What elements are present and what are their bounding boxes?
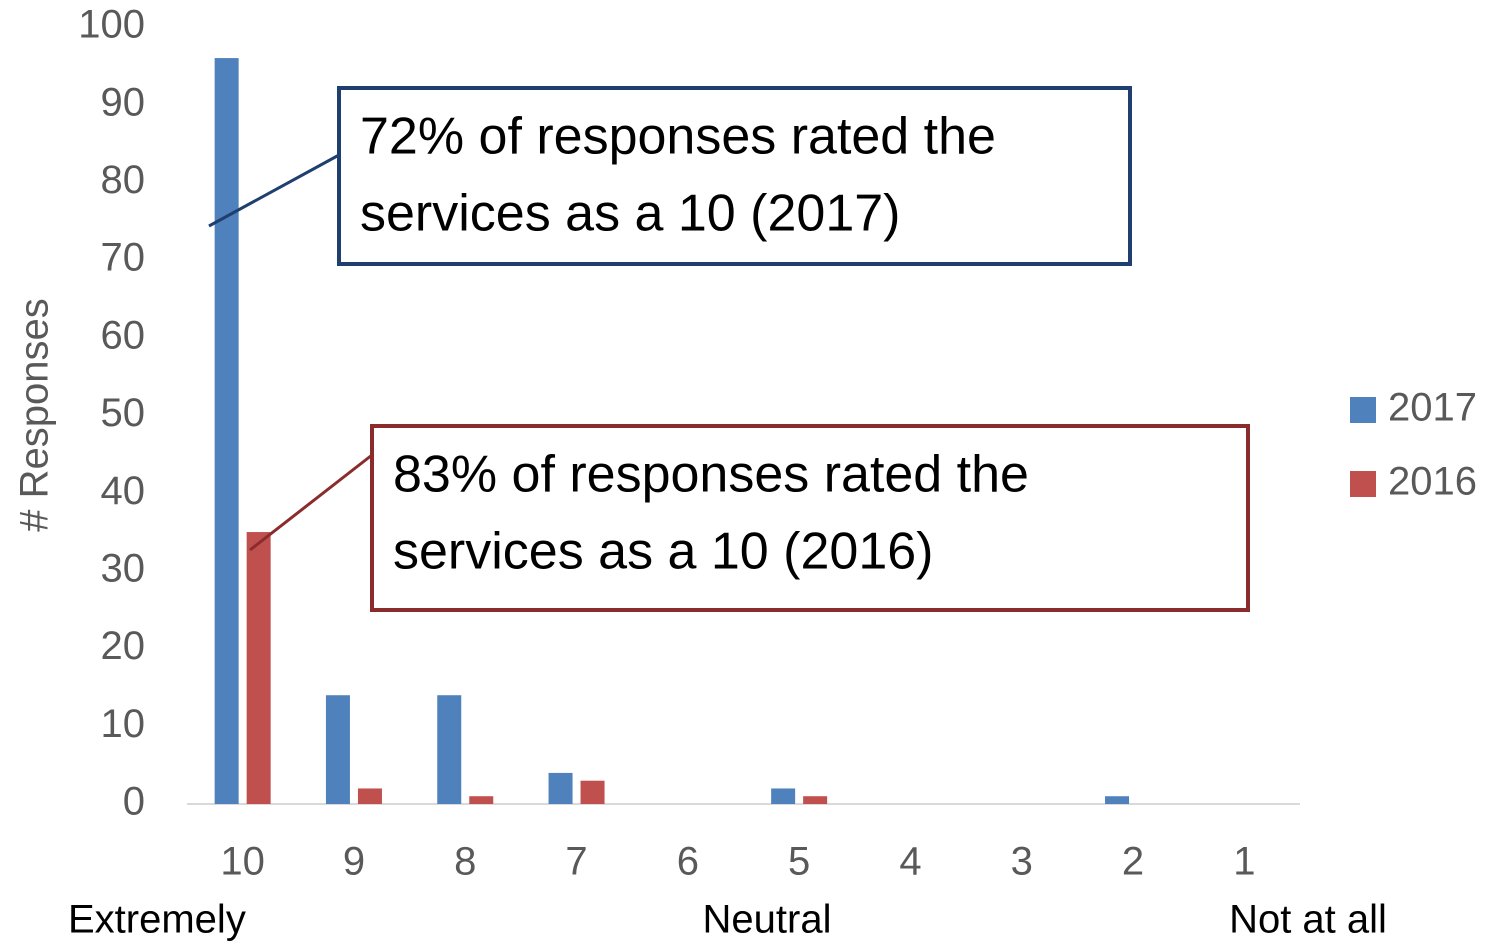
annotation-box xyxy=(337,86,1132,266)
bar xyxy=(357,788,382,804)
x-tick-label: 10 xyxy=(220,840,265,884)
y-tick-label: 50 xyxy=(101,391,146,435)
y-tick-label: 100 xyxy=(78,3,145,47)
y-tick-label: 10 xyxy=(101,702,146,746)
bar xyxy=(548,772,573,804)
x-tick-label: 8 xyxy=(454,840,476,884)
x-tick-label: 4 xyxy=(899,840,921,884)
bar xyxy=(246,532,271,804)
y-tick-label: 30 xyxy=(101,546,146,590)
x-tick-label: 9 xyxy=(343,840,365,884)
x-tick-label: 5 xyxy=(788,840,810,884)
bar xyxy=(580,780,605,804)
y-tick-label: 80 xyxy=(101,158,146,202)
legend-swatch xyxy=(1350,471,1376,497)
y-tick-label: 0 xyxy=(123,780,145,824)
y-tick-label: 70 xyxy=(101,236,146,280)
annotation-leader xyxy=(208,153,340,228)
x-tick-label: 1 xyxy=(1233,840,1255,884)
annotation-text: services as a 10 (2017) xyxy=(360,185,901,243)
scale-label: Extremely xyxy=(68,898,246,942)
x-tick-label: 7 xyxy=(565,840,587,884)
legend-label: 2016 xyxy=(1388,460,1477,504)
x-tick-label: 6 xyxy=(677,840,699,884)
annotation-text: services as a 10 (2016) xyxy=(393,523,934,581)
y-tick-label: 90 xyxy=(101,80,146,124)
legend-label: 2017 xyxy=(1388,386,1477,430)
bar xyxy=(803,796,828,804)
y-axis-label: # Responses xyxy=(13,298,57,531)
bar xyxy=(437,695,462,804)
bar xyxy=(1105,796,1130,804)
y-tick-label: 40 xyxy=(101,469,146,513)
annotation-box xyxy=(370,424,1250,612)
bar xyxy=(771,788,796,804)
y-tick-label: 20 xyxy=(101,624,146,668)
bar xyxy=(469,796,494,804)
annotation-leader xyxy=(249,453,373,552)
bar xyxy=(214,58,239,804)
x-tick-label: 2 xyxy=(1122,840,1144,884)
scale-label: Not at all xyxy=(1229,898,1387,942)
y-tick-label: 60 xyxy=(101,313,146,357)
annotation-text: 72% of responses rated the xyxy=(360,108,996,166)
legend-swatch xyxy=(1350,397,1376,423)
annotation-text: 83% of responses rated the xyxy=(393,446,1029,504)
scale-label: Neutral xyxy=(703,898,832,942)
x-tick-label: 3 xyxy=(1011,840,1033,884)
bar xyxy=(325,695,350,804)
